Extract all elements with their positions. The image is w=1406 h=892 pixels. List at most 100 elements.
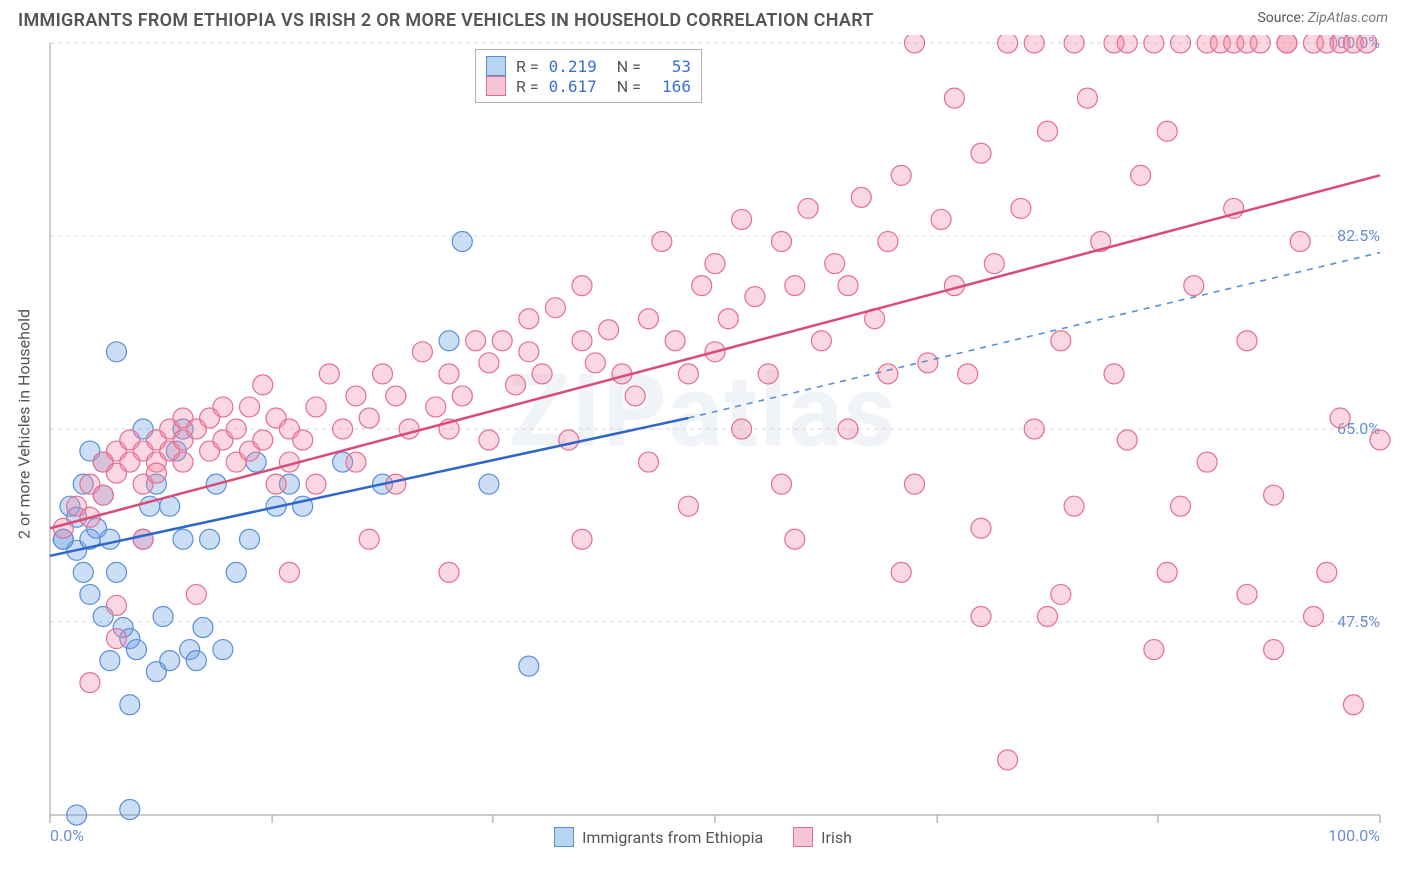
- series-1: [53, 35, 1390, 770]
- data-point: [153, 606, 173, 626]
- data-point: [266, 474, 286, 494]
- data-point: [1197, 452, 1217, 472]
- data-point: [107, 342, 127, 362]
- legend-label: Immigrants from Ethiopia: [582, 828, 763, 847]
- data-point: [253, 430, 273, 450]
- data-point: [958, 364, 978, 384]
- data-point: [1184, 276, 1204, 296]
- data-point: [67, 805, 87, 825]
- data-point: [80, 673, 100, 693]
- data-point: [306, 474, 326, 494]
- y-axis-label: 2 or more Vehicles in Household: [15, 309, 34, 539]
- data-point: [692, 276, 712, 296]
- stat-n-label: N =: [617, 57, 641, 76]
- data-point: [918, 353, 938, 373]
- data-point: [772, 474, 792, 494]
- data-point: [599, 320, 619, 340]
- data-point: [240, 529, 260, 549]
- data-point: [1157, 562, 1177, 582]
- data-point: [1024, 35, 1044, 53]
- legend-swatch: [793, 827, 813, 847]
- stats-legend-row: R =0.617N =166: [486, 76, 691, 96]
- y-tick-label: 47.5%: [1337, 612, 1380, 631]
- data-point: [80, 584, 100, 604]
- data-point: [100, 529, 120, 549]
- data-point: [1064, 35, 1084, 53]
- source-credit: Source: ZipAtlas.com: [1257, 10, 1388, 26]
- data-point: [359, 529, 379, 549]
- data-point: [412, 342, 432, 362]
- data-point: [107, 562, 127, 582]
- data-point: [572, 331, 592, 351]
- data-point: [126, 640, 146, 660]
- stats-legend: R =0.219N =53R =0.617N =166: [475, 49, 702, 103]
- data-point: [971, 518, 991, 538]
- data-point: [905, 474, 925, 494]
- data-point: [93, 485, 113, 505]
- data-point: [559, 430, 579, 450]
- legend-swatch: [486, 56, 506, 76]
- data-point: [1117, 430, 1137, 450]
- data-point: [1011, 198, 1031, 218]
- chart-area: ZIPatlas 47.5%65.0%82.5%100.0%0.0%100.0%…: [0, 35, 1406, 855]
- data-point: [1264, 485, 1284, 505]
- data-point: [665, 331, 685, 351]
- data-point: [1144, 640, 1164, 660]
- data-point: [253, 375, 273, 395]
- data-point: [639, 309, 659, 329]
- data-point: [213, 640, 233, 660]
- data-point: [200, 529, 220, 549]
- data-point: [386, 474, 406, 494]
- data-point: [1038, 121, 1058, 141]
- data-point: [732, 419, 752, 439]
- data-point: [160, 651, 180, 671]
- legend-item: Immigrants from Ethiopia: [554, 827, 763, 847]
- data-point: [466, 331, 486, 351]
- stat-n-value: 53: [651, 57, 691, 76]
- trend-line: [50, 175, 1380, 528]
- data-point: [173, 452, 193, 472]
- data-point: [479, 353, 499, 373]
- data-point: [426, 397, 446, 417]
- data-point: [718, 309, 738, 329]
- series-legend: Immigrants from Ethiopia Irish: [0, 823, 1406, 855]
- data-point: [878, 232, 898, 252]
- data-point: [146, 463, 166, 483]
- data-point: [373, 364, 393, 384]
- legend-swatch: [554, 827, 574, 847]
- legend-swatch: [486, 76, 506, 96]
- data-point: [1250, 35, 1270, 53]
- data-point: [971, 606, 991, 626]
- y-tick-label: 82.5%: [1337, 226, 1380, 245]
- data-point: [931, 209, 951, 229]
- data-point: [346, 452, 366, 472]
- data-point: [293, 430, 313, 450]
- data-point: [1290, 232, 1310, 252]
- data-point: [1157, 121, 1177, 141]
- data-point: [678, 364, 698, 384]
- data-point: [226, 562, 246, 582]
- data-point: [572, 276, 592, 296]
- data-point: [585, 353, 605, 373]
- data-point: [878, 364, 898, 384]
- data-point: [1051, 331, 1071, 351]
- data-point: [107, 595, 127, 615]
- data-point: [346, 386, 366, 406]
- data-point: [639, 452, 659, 472]
- data-point: [838, 419, 858, 439]
- data-point: [1237, 584, 1257, 604]
- data-point: [1357, 35, 1377, 53]
- stat-n-label: N =: [617, 77, 641, 96]
- stat-n-value: 166: [651, 77, 691, 96]
- legend-item: Irish: [793, 827, 852, 847]
- data-point: [625, 386, 645, 406]
- data-point: [838, 276, 858, 296]
- data-point: [492, 331, 512, 351]
- data-point: [705, 254, 725, 274]
- stat-r-label: R =: [516, 57, 539, 76]
- data-point: [120, 799, 140, 819]
- data-point: [798, 198, 818, 218]
- data-point: [306, 397, 326, 417]
- data-point: [359, 408, 379, 428]
- series-0: [53, 232, 539, 825]
